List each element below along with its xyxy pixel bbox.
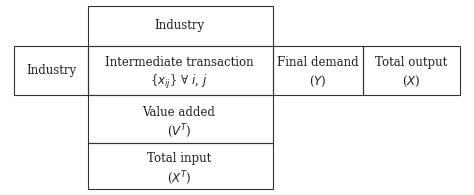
Bar bbox=[88, 95, 273, 143]
Text: Intermediate transaction: Intermediate transaction bbox=[105, 56, 253, 69]
Text: {$x_{ij}$} ∀ $i$, $j$: {$x_{ij}$} ∀ $i$, $j$ bbox=[150, 73, 208, 91]
Text: Industry: Industry bbox=[26, 64, 76, 77]
Text: ($X$): ($X$) bbox=[402, 74, 420, 90]
Bar bbox=[273, 46, 363, 95]
Bar bbox=[88, 143, 273, 189]
Bar bbox=[88, 6, 273, 46]
Text: ($Y$): ($Y$) bbox=[309, 74, 326, 90]
Bar bbox=[363, 46, 460, 95]
Text: ($X^T$): ($X^T$) bbox=[167, 170, 191, 187]
Text: Industry: Industry bbox=[154, 19, 204, 32]
Text: Total output: Total output bbox=[375, 56, 447, 69]
Text: Total input: Total input bbox=[147, 152, 211, 165]
Text: Value added: Value added bbox=[143, 106, 215, 119]
Text: Final demand: Final demand bbox=[277, 56, 358, 69]
Bar bbox=[88, 46, 273, 95]
Text: ($V^T$): ($V^T$) bbox=[167, 123, 191, 140]
Bar bbox=[14, 46, 88, 95]
